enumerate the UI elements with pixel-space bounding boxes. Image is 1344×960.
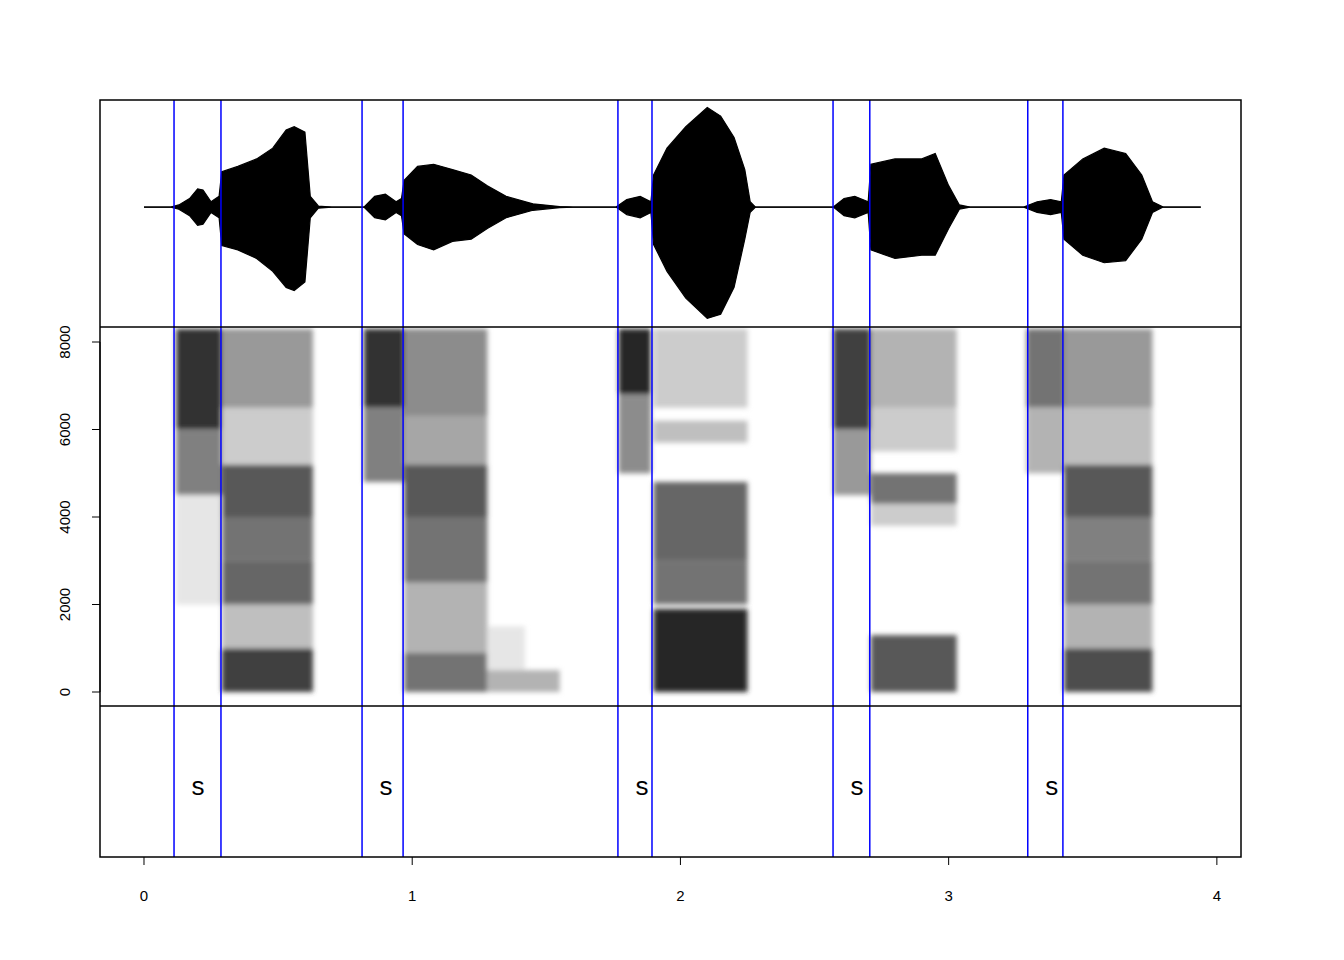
spectrogram-cell xyxy=(404,465,487,517)
segment-label: s xyxy=(380,771,393,801)
spectrogram-cell xyxy=(654,482,748,561)
spectrogram-cells xyxy=(176,329,1152,692)
x-tick xyxy=(412,857,413,865)
y-tick xyxy=(92,429,100,430)
y-tick xyxy=(92,604,100,605)
spectrogram-cell xyxy=(871,635,957,692)
spectrogram-cell xyxy=(487,670,559,692)
x-tick xyxy=(143,857,144,865)
spectrogram-cell xyxy=(1064,408,1153,465)
spectrogram-cell xyxy=(176,495,222,604)
spectrogram-cell xyxy=(1064,605,1153,649)
segment-boundary xyxy=(1027,100,1029,857)
spectrogram-cell xyxy=(654,329,748,408)
y-tick-label: 2000 xyxy=(56,588,73,621)
segment-boundary xyxy=(651,100,653,857)
spectrogram-cell xyxy=(364,408,404,482)
frame xyxy=(100,100,1241,857)
spectrogram-cell xyxy=(404,517,487,583)
spectrogram-cell xyxy=(222,465,313,517)
y-tick xyxy=(92,342,100,343)
spectrogram-cell xyxy=(654,561,748,605)
spectrogram-cell xyxy=(1026,408,1064,474)
spectrogram-cell xyxy=(404,329,487,416)
spectrogram-cell xyxy=(222,517,313,561)
y-tick xyxy=(92,692,100,693)
x-tick-label: 3 xyxy=(944,887,952,904)
segments xyxy=(174,100,1063,857)
spectrogram-cell xyxy=(833,430,871,496)
segment-boundary xyxy=(1062,100,1064,857)
spectrogram-cell xyxy=(833,329,871,430)
spectrogram-cell xyxy=(871,473,957,504)
segment-label: s xyxy=(192,771,205,801)
spectrogram-cell xyxy=(404,583,487,653)
y-tick-label: 6000 xyxy=(56,413,73,446)
segment-boundary xyxy=(617,100,619,857)
segment-boundary xyxy=(220,100,222,857)
segment-boundary xyxy=(832,100,834,857)
spectrogram-cell xyxy=(222,648,313,692)
spectrogram-cell xyxy=(1064,329,1153,408)
x-tick xyxy=(948,857,949,865)
spectrogram-cell xyxy=(176,329,222,430)
spectrogram-cell xyxy=(619,395,651,474)
spectrogram-cell xyxy=(871,329,957,408)
figure: 0 2000 4000 6000 8000 s s s s s 0 1 2 3 4 xyxy=(0,0,1344,960)
y-tick xyxy=(92,517,100,518)
segment-boundary xyxy=(402,100,404,857)
panel-divider xyxy=(100,705,1241,707)
segment-label: s xyxy=(635,771,648,801)
spectrogram-cell xyxy=(404,653,487,692)
spectrogram-cell xyxy=(364,329,404,408)
spectrogram-cell xyxy=(222,329,313,408)
waveform-upper xyxy=(144,108,1201,208)
segment-boundary xyxy=(173,100,175,857)
spectrogram-cell xyxy=(222,408,313,465)
y-tick-label: 4000 xyxy=(56,500,73,533)
spectrogram-cell xyxy=(222,561,313,605)
x-tick-label: 1 xyxy=(408,887,416,904)
segment-label: s xyxy=(851,771,864,801)
panel-divider xyxy=(100,326,1241,328)
x-tick-label: 2 xyxy=(676,887,684,904)
segment-boundary xyxy=(869,100,871,857)
spectrogram-cell xyxy=(1064,465,1153,517)
spectrogram-cell xyxy=(619,329,651,395)
spectrogram-cell xyxy=(176,430,222,496)
spectrogram-cell xyxy=(654,421,748,443)
x-tick xyxy=(1216,857,1217,865)
segment-boundary xyxy=(361,100,363,857)
spectrogram-cell xyxy=(871,408,957,452)
waveform xyxy=(144,108,1201,319)
segment-label: s xyxy=(1045,771,1058,801)
spectrogram-cell xyxy=(404,416,487,464)
x-tick xyxy=(680,857,681,865)
y-tick-label: 8000 xyxy=(56,325,73,358)
spectrogram xyxy=(176,329,1152,692)
spectrogram-cell xyxy=(487,626,525,670)
x-tick-label: 4 xyxy=(1213,887,1221,904)
spectrogram-cell xyxy=(1064,517,1153,561)
x-tick-label: 0 xyxy=(140,887,148,904)
spectrogram-cell xyxy=(1064,561,1153,605)
spectrogram-cell xyxy=(1026,329,1064,408)
spectrogram-cell xyxy=(871,504,957,526)
spectrogram-cell xyxy=(222,605,313,649)
spectrogram-cell xyxy=(654,609,748,692)
y-tick-label: 0 xyxy=(56,688,73,696)
spectrogram-cell xyxy=(1064,648,1153,692)
waveform-lower xyxy=(144,207,1201,318)
